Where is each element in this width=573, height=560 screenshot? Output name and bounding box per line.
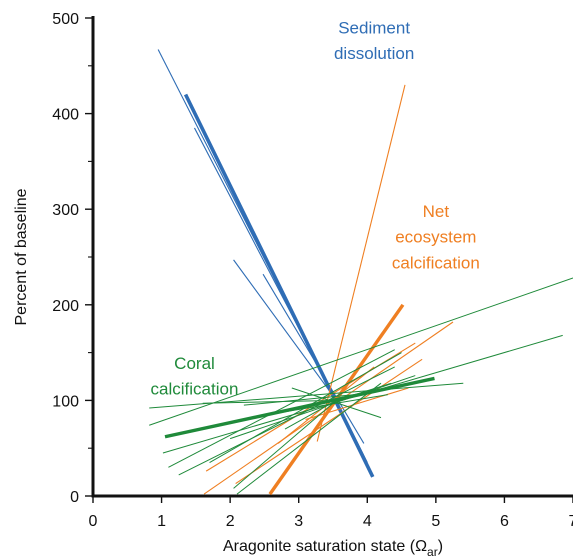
series-group bbox=[149, 49, 573, 496]
x-tick-label-7: 7 bbox=[569, 513, 573, 530]
series-2-line-5 bbox=[209, 352, 402, 463]
series-2-line-10 bbox=[260, 394, 388, 417]
annotation-4: calcification bbox=[392, 253, 480, 272]
axes-group bbox=[85, 16, 573, 503]
series-2-line-0 bbox=[164, 376, 435, 439]
series-0-line-4 bbox=[193, 127, 337, 401]
x-axis-title: Aragonite saturation state (Ωar) bbox=[223, 538, 443, 559]
x-axis-title-end: ) bbox=[438, 538, 443, 555]
y-tick-label-1: 100 bbox=[52, 393, 79, 410]
x-tick-label-0: 0 bbox=[89, 513, 98, 530]
y-tick-label-0: 0 bbox=[70, 489, 79, 506]
series-0-line-0 bbox=[183, 93, 375, 478]
x-tick-label-1: 1 bbox=[157, 513, 166, 530]
x-tick-label-4: 4 bbox=[363, 513, 372, 530]
series-1-line-2 bbox=[203, 321, 454, 495]
series-2-line-14 bbox=[284, 399, 337, 430]
series-2-line-8 bbox=[178, 366, 395, 476]
series-0-line-2 bbox=[262, 273, 365, 444]
series-1-line-4 bbox=[235, 358, 423, 485]
series-2-line-1 bbox=[149, 277, 573, 426]
y-axis-title: Percent of baseline bbox=[13, 188, 30, 325]
x-axis-title-main: Aragonite saturation state (Ω bbox=[223, 538, 427, 555]
x-tick-label-3: 3 bbox=[294, 513, 303, 530]
series-0-line-3 bbox=[233, 259, 337, 401]
x-tick-label-5: 5 bbox=[431, 513, 440, 530]
y-tick-label-4: 400 bbox=[52, 107, 79, 124]
y-tick-label-5: 500 bbox=[52, 11, 79, 28]
series-0-line-1 bbox=[157, 49, 337, 401]
annotation-2: Net bbox=[423, 202, 450, 221]
series-2-line-4 bbox=[168, 349, 395, 468]
x-axis-title-subscript: ar bbox=[427, 545, 438, 559]
y-tick-label-2: 200 bbox=[52, 298, 79, 315]
title-group: Aragonite saturation state (Ωar) Percent… bbox=[13, 188, 443, 559]
series-0-line-5 bbox=[335, 400, 368, 463]
series-2 bbox=[149, 277, 573, 495]
annotation-5: Coral bbox=[174, 354, 215, 373]
series-2-line-11 bbox=[202, 399, 337, 404]
series-2-line-9 bbox=[243, 393, 364, 406]
series-1-line-6 bbox=[305, 387, 409, 421]
series-0 bbox=[157, 49, 375, 478]
annotation-3: ecosystem bbox=[395, 228, 476, 247]
series-2-line-12 bbox=[291, 387, 382, 419]
series-1 bbox=[203, 84, 454, 496]
x-tick-label-2: 2 bbox=[226, 513, 235, 530]
x-tick-label-6: 6 bbox=[500, 513, 509, 530]
series-2-line-6 bbox=[236, 382, 382, 495]
tick-label-group: 0 1 2 3 4 5 6 7 0 100 200 300 400 500 bbox=[52, 11, 573, 530]
annotation-0: Sediment bbox=[338, 18, 410, 37]
annotation-group: Sediment dissolution Net ecosystem calcifica… bbox=[151, 18, 480, 398]
series-2-line-7 bbox=[229, 375, 416, 440]
series-2-line-13 bbox=[233, 400, 337, 489]
annotation-1: dissolution bbox=[334, 44, 414, 63]
y-tick-label-3: 300 bbox=[52, 202, 79, 219]
series-2-line-15 bbox=[336, 382, 392, 401]
annotation-6: calcification bbox=[151, 380, 239, 399]
